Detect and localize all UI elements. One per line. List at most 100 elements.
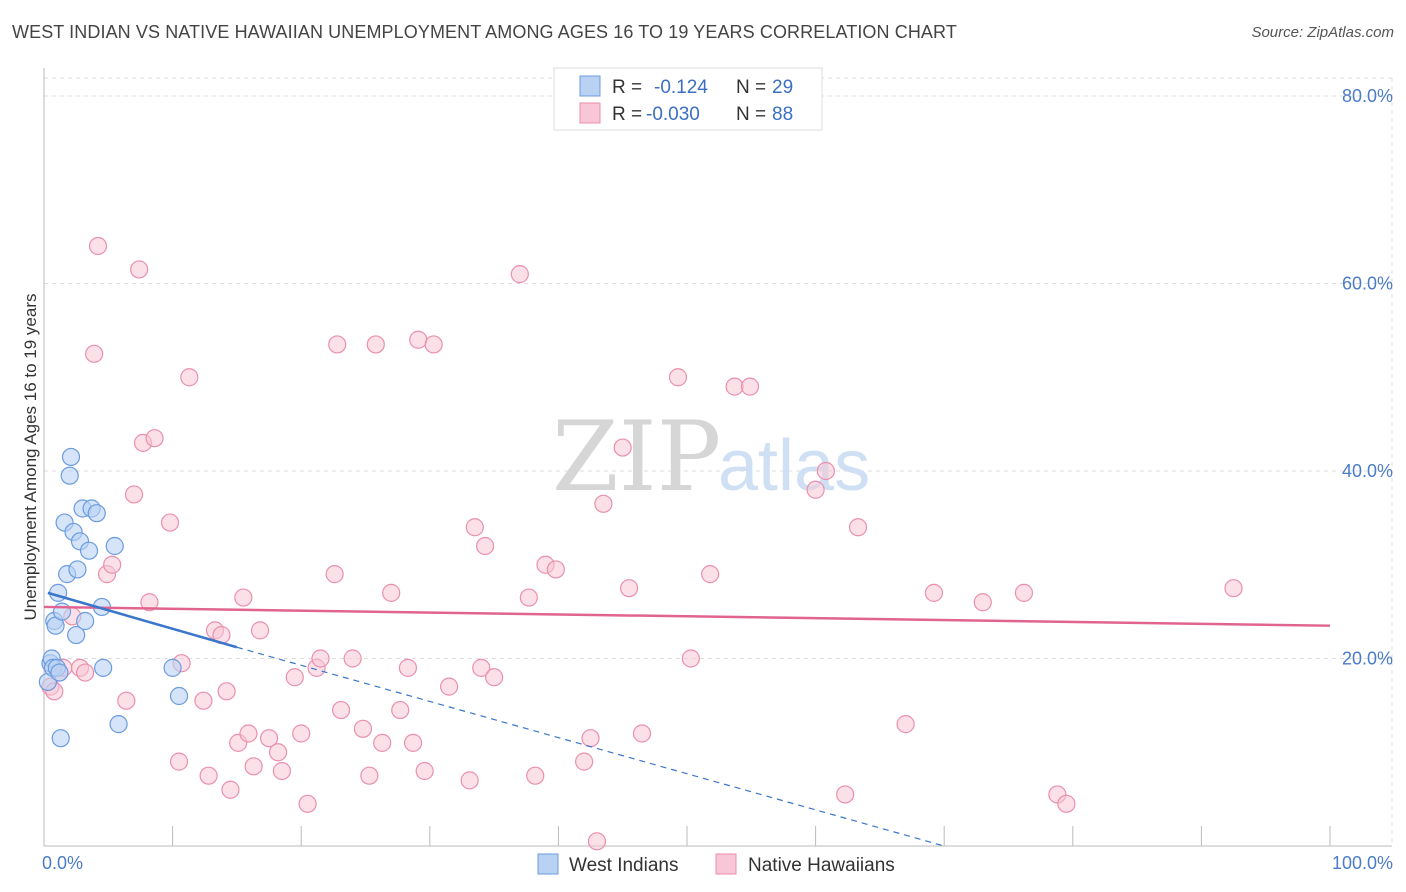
west-indians-point [60, 466, 79, 485]
y-tick-label-40: 40.0% [1342, 461, 1393, 481]
native-hawaiians-point [681, 649, 700, 668]
x-tick-labels: 0.0% 100.0% [42, 853, 1393, 873]
native-hawaiians-point [415, 761, 434, 781]
legend-r-label: R = [612, 104, 642, 125]
native-hawaiians-point [519, 588, 538, 607]
native-hawaiians-point [285, 668, 304, 687]
legend-n-value-native-hawaiians: 88 [772, 104, 793, 125]
watermark-zip: ZIP [552, 401, 721, 513]
west-indians-point [61, 447, 81, 467]
native-hawaiians-point [613, 438, 632, 457]
native-hawaiians-point [424, 335, 443, 354]
native-hawaiians-point [439, 677, 459, 696]
native-hawaiians-point [199, 766, 218, 785]
native-hawaiians-point [140, 593, 159, 612]
native-hawaiians-point [403, 733, 423, 752]
native-hawaiians-point [1057, 794, 1076, 813]
watermark: ZIP atlas [552, 401, 870, 513]
native-hawaiians-point [668, 368, 688, 387]
west-indians-point [105, 536, 124, 556]
west-indians-point [51, 729, 70, 748]
native-hawaiians-point [331, 700, 351, 720]
native-hawaiians-point [194, 691, 213, 710]
legend-swatch-native-hawaiians [579, 102, 601, 124]
y-tick-label-20: 20.0% [1342, 649, 1393, 669]
series-legend: West Indians Native Hawaiians [537, 853, 895, 876]
legend-swatch-native-hawaiians [715, 853, 737, 875]
legend-swatch-west-indians [579, 75, 601, 97]
native-hawaiians-point [472, 658, 491, 677]
west-indians-point [50, 663, 69, 682]
west-indians-trend-line [47, 591, 238, 649]
legend-r-value-native-hawaiians: -0.030 [646, 104, 700, 125]
native-hawaiians-point [292, 724, 311, 743]
native-hawaiians-point [373, 733, 392, 752]
native-hawaiians-point [124, 485, 144, 504]
source-label: Source: ZipAtlas.com [1251, 24, 1394, 41]
west-indians-point [163, 658, 182, 677]
native-hawaiians-point [217, 682, 236, 701]
native-hawaiians-point [117, 691, 136, 710]
native-hawaiians-point [632, 724, 652, 743]
legend-n-label: N = [736, 77, 766, 98]
grid-lines [44, 77, 1393, 846]
native-hawaiians-point [594, 494, 613, 513]
native-hawaiians-point [475, 536, 495, 556]
native-hawaiians-point [575, 752, 594, 771]
native-hawaiians-point [587, 832, 607, 851]
native-hawaiians-point [250, 621, 270, 640]
native-hawaiians-point [145, 429, 164, 448]
native-hawaiians-point [816, 461, 835, 481]
native-hawaiians-point [268, 743, 288, 762]
native-hawaiians-point [180, 368, 199, 387]
legend-n-value-west-indians: 29 [772, 77, 793, 98]
native-hawaiians-point [234, 588, 253, 607]
native-hawaiians-point [298, 794, 317, 813]
native-hawaiians-point [485, 668, 504, 687]
native-hawaiians-point [328, 335, 347, 354]
chart-title: WEST INDIAN VS NATIVE HAWAIIAN UNEMPLOYM… [12, 22, 957, 42]
west-indians-trend-extension [236, 646, 945, 847]
west-indians-point [169, 686, 189, 706]
legend-r-value-west-indians: -0.124 [654, 77, 708, 98]
native-hawaiians-point [620, 579, 639, 598]
west-indians-point [67, 625, 86, 645]
native-hawaiians-point [701, 565, 720, 584]
native-hawaiians-point [160, 513, 180, 532]
west-indians-point [87, 504, 106, 523]
native-hawaiians-point [366, 335, 385, 354]
native-hawaiians-point [360, 766, 379, 785]
legend-swatch-west-indians [537, 853, 559, 875]
native-hawaiians-point [836, 785, 855, 804]
native-hawaiians-point [409, 330, 428, 349]
legend-label-west-indians: West Indians [569, 855, 678, 876]
native-hawaiians-point [391, 700, 410, 720]
native-hawaiians-point [103, 555, 122, 574]
native-hawaiians-points [41, 236, 1243, 851]
legend-r-label: R = [612, 77, 642, 98]
native-hawaiians-point [740, 377, 760, 396]
native-hawaiians-point [88, 236, 108, 256]
native-hawaiians-point [353, 719, 373, 738]
native-hawaiians-point [76, 663, 95, 682]
west-indians-point [94, 658, 113, 677]
native-hawaiians-trend-line [43, 605, 1331, 627]
native-hawaiians-point [973, 593, 992, 612]
native-hawaiians-point [1014, 583, 1034, 602]
y-axis-label: Unemployment Among Ages 16 to 19 years [21, 294, 40, 621]
native-hawaiians-point [221, 780, 240, 799]
native-hawaiians-point [398, 658, 418, 677]
native-hawaiians-point [896, 715, 915, 734]
trend-lines [43, 591, 1331, 847]
native-hawaiians-point [85, 344, 104, 363]
native-hawaiians-point [924, 583, 944, 602]
west-indians-point [76, 611, 95, 631]
west-indians-point [79, 541, 99, 560]
legend-label-native-hawaiians: Native Hawaiians [748, 855, 895, 876]
y-tick-label-60: 60.0% [1342, 274, 1393, 294]
native-hawaiians-point [244, 757, 263, 776]
native-hawaiians-point [465, 518, 484, 537]
correlation-legend: R = -0.124 N = 29 R = -0.030 N = 88 [553, 67, 823, 131]
native-hawaiians-point [1224, 579, 1243, 598]
